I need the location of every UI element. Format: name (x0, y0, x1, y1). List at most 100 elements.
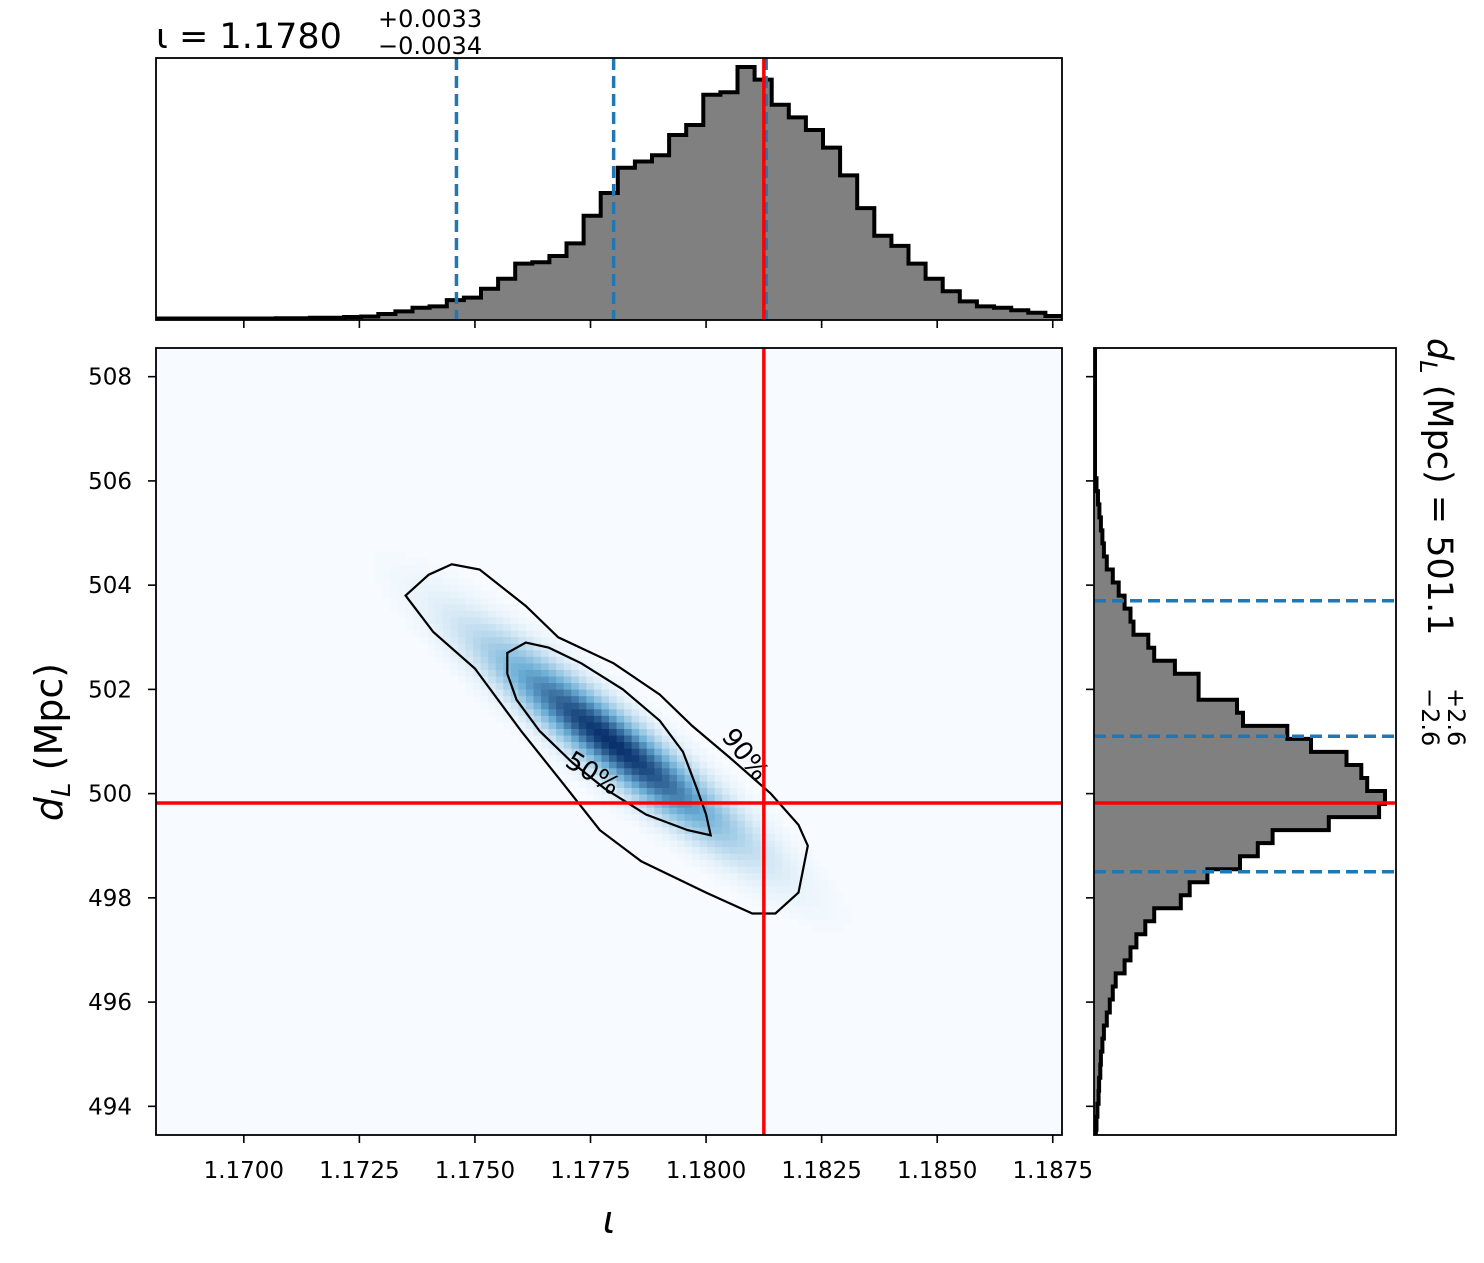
heatmap-cell (646, 767, 655, 775)
heatmap-cell (510, 636, 519, 644)
joint-posterior-panel: 50% 90% 1.1700 1.1725 1.1750 1.1775 1.1800 1.… (88, 347, 1093, 1184)
heatmap-cell (435, 590, 444, 598)
heatmap-cell (480, 623, 489, 631)
heatmap-cell (805, 859, 814, 867)
joint-frame (155, 347, 1063, 1136)
heatmap-cell (661, 813, 670, 821)
heatmap-cell (707, 859, 716, 867)
heatmap-cell (805, 912, 814, 920)
heatmap-cell (714, 839, 723, 848)
heatmap-cell (616, 748, 625, 756)
heatmap-cell (714, 767, 723, 775)
heatmap-cell (631, 787, 640, 795)
heatmap-cell (586, 662, 595, 670)
heatmap-cell (427, 590, 436, 598)
heatmap-cell (722, 780, 731, 789)
heatmap-cell (465, 636, 474, 644)
heatmap-cell (495, 669, 504, 677)
heatmap-cell (790, 852, 799, 861)
heatmap-cell (744, 787, 754, 795)
heatmap-cell (412, 564, 421, 572)
heatmap-cell (495, 623, 504, 631)
heatmap-cell (548, 636, 557, 644)
heatmap-cell (654, 793, 663, 802)
heatmap-cell (624, 754, 633, 762)
heatmap-cell (525, 636, 535, 644)
heatmap-cell (541, 623, 550, 631)
heatmap-cell (812, 892, 821, 900)
heatmap-cell (714, 774, 723, 782)
heatmap-cell (767, 839, 776, 848)
heatmap-cell (624, 741, 633, 749)
heatmap-cell (707, 833, 716, 841)
heatmap-cell (767, 820, 776, 828)
heatmap-cell (699, 813, 708, 821)
heatmap-cell (676, 813, 686, 821)
heatmap-cell (465, 630, 474, 638)
heatmap-cell (548, 708, 557, 716)
heatmap-cell (661, 721, 670, 729)
heatmap-cell (442, 616, 452, 625)
heatmap-cell (442, 662, 452, 670)
heatmap-cell (797, 879, 806, 887)
heatmap-cell (586, 715, 595, 723)
heatmap-cell (541, 702, 550, 710)
heatmap-cell (382, 590, 391, 598)
heatmap-cell (473, 695, 482, 703)
heatmap-cell (639, 748, 648, 756)
heatmap-cell (578, 675, 587, 684)
heatmap-cell (601, 741, 610, 749)
heatmap-cell (646, 728, 655, 736)
iota-histogram-fill (156, 67, 1062, 320)
heatmap-cell (729, 793, 738, 802)
heatmap-cell (699, 774, 708, 782)
heatmap-cell (669, 728, 678, 736)
heatmap-cell (412, 577, 421, 585)
heatmap-cell (661, 767, 670, 775)
heatmap-cell (518, 708, 527, 716)
heatmap-cell (571, 708, 580, 716)
iota-summary-plus: +0.0033 (378, 5, 482, 33)
heatmap-cell (767, 852, 776, 861)
heatmap-cell (427, 597, 436, 605)
heatmap-cell (767, 826, 776, 834)
heatmap-cell (495, 682, 504, 690)
heatmap-cell (548, 649, 557, 657)
heatmap-cell (639, 695, 648, 703)
heatmap-cell (420, 577, 429, 585)
heatmap-cell (661, 754, 670, 762)
heatmap-cell (578, 702, 587, 710)
heatmap-cell (609, 728, 618, 736)
heatmap-cell (646, 741, 655, 749)
iota-marginal-frame (155, 57, 1063, 321)
heatmap-cell (563, 748, 572, 756)
heatmap-cell (827, 912, 837, 920)
heatmap-cell (525, 649, 535, 657)
heatmap-cell (684, 734, 693, 743)
heatmap-cell (420, 597, 429, 605)
heatmap-cell (488, 610, 497, 618)
heatmap-cell (427, 630, 436, 638)
heatmap-cell (563, 721, 572, 729)
heatmap-cell (480, 643, 489, 651)
heatmap-cell (692, 774, 701, 782)
heatmap-cell (639, 741, 648, 749)
heatmap-cell (503, 643, 512, 651)
heatmap-cell (835, 905, 844, 913)
heatmap-cell (571, 702, 580, 710)
heatmap-cell (556, 767, 565, 775)
heatmap-cell (488, 643, 497, 651)
heatmap-cell (790, 846, 799, 854)
heatmap-cell (488, 682, 497, 690)
heatmap-cell (692, 793, 701, 802)
heatmap-cell (752, 866, 761, 874)
heatmap-cell (729, 846, 738, 854)
heatmap-cell (805, 872, 814, 880)
heatmap-cell (790, 898, 799, 907)
heatmap-cell (631, 793, 640, 802)
heatmap-cell (669, 748, 678, 756)
heatmap-cell (563, 682, 572, 690)
heatmap-cell (525, 695, 535, 703)
heatmap-cell (654, 721, 663, 729)
heatmap-cell (563, 643, 572, 651)
